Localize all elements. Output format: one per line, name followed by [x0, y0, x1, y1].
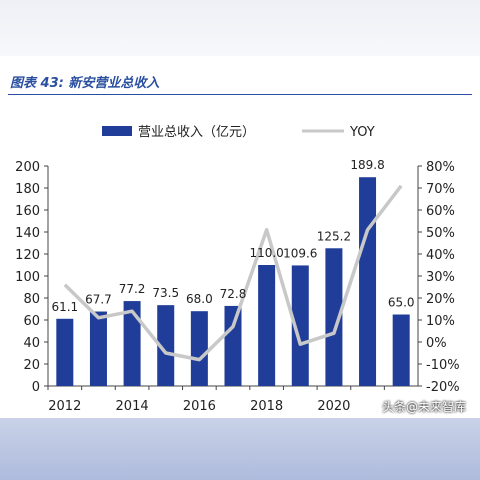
- legend-label-line: YOY: [349, 125, 375, 140]
- bar: [359, 177, 377, 386]
- axes: 0 20 40 60 80 100 120 140 160 180 200 -20% -10% 0% 10%…: [15, 160, 459, 414]
- bar-value-label: 68.0: [186, 292, 213, 306]
- bar: [157, 305, 175, 386]
- caption-rule: [8, 94, 472, 95]
- y-left-tick-label: 80: [23, 292, 40, 307]
- bar-value-label: 61.1: [51, 300, 78, 314]
- y-left-tick-label: 60: [23, 314, 40, 329]
- y-right-tick-label: -10%: [426, 358, 460, 373]
- y-left-tick-label: 100: [15, 270, 40, 285]
- top-background-band: [0, 0, 480, 56]
- y-right-tick-label: 80%: [426, 160, 455, 175]
- bar: [224, 305, 242, 386]
- y-left-tick-label: 140: [15, 226, 40, 241]
- x-tick-label: 2012: [48, 399, 81, 414]
- bar: [325, 248, 343, 386]
- bar-value-label: 125.2: [317, 229, 351, 243]
- y-right-tick-label: 60%: [426, 204, 455, 219]
- bar-value-label: 72.8: [220, 287, 247, 301]
- x-tick-label: 2020: [317, 399, 350, 414]
- y-right-tick-label: 10%: [426, 314, 455, 329]
- yoy-line: [63, 184, 403, 362]
- y-right-tick-label: -20%: [426, 380, 460, 395]
- yoy-line-group: [63, 184, 403, 362]
- bar-value-label: 109.6: [283, 246, 317, 260]
- bar-value-label: 189.8: [350, 158, 384, 172]
- x-tick-label: 2014: [116, 399, 149, 414]
- bar: [56, 318, 74, 386]
- bar-value-label: 77.2: [119, 282, 146, 296]
- y-left-tick-label: 0: [32, 380, 40, 395]
- bar-value-label: 65.0: [388, 296, 415, 310]
- bar-value-label: 67.7: [85, 293, 112, 307]
- bar: [89, 311, 107, 386]
- figure-caption: 图表 43: 新安营业总收入: [10, 76, 160, 91]
- y-right-tick-label: 70%: [426, 182, 455, 197]
- bar: [123, 301, 141, 386]
- y-left-tick-label: 160: [15, 204, 40, 219]
- bar-value-label: 73.5: [152, 286, 179, 300]
- bottom-background-band: [0, 418, 480, 480]
- bar: [291, 265, 309, 386]
- y-right-tick-label: 20%: [426, 292, 455, 307]
- bar-value-label: 110.0: [249, 246, 283, 260]
- bar: [258, 265, 276, 386]
- bar: [392, 314, 410, 386]
- legend: 营业总收入（亿元） YOY: [102, 125, 375, 140]
- y-right-tick-label: 0%: [426, 336, 447, 351]
- legend-swatch-bar: [102, 126, 132, 136]
- watermark: 头条@未来智库: [382, 400, 467, 414]
- y-right-tick-label: 50%: [426, 226, 455, 241]
- x-tick-label: 2016: [183, 399, 216, 414]
- y-right-tick-label: 40%: [426, 248, 455, 263]
- legend-label-bar: 营业总收入（亿元）: [138, 125, 255, 140]
- y-right-tick-label: 30%: [426, 270, 455, 285]
- x-tick-label: 2018: [250, 399, 283, 414]
- y-left-tick-label: 180: [15, 182, 40, 197]
- y-left-tick-label: 40: [23, 336, 40, 351]
- y-left-tick-label: 120: [15, 248, 40, 263]
- bars: [56, 177, 410, 386]
- y-left-tick-label: 200: [15, 160, 40, 175]
- y-left-tick-label: 20: [23, 358, 40, 373]
- bar: [190, 311, 208, 386]
